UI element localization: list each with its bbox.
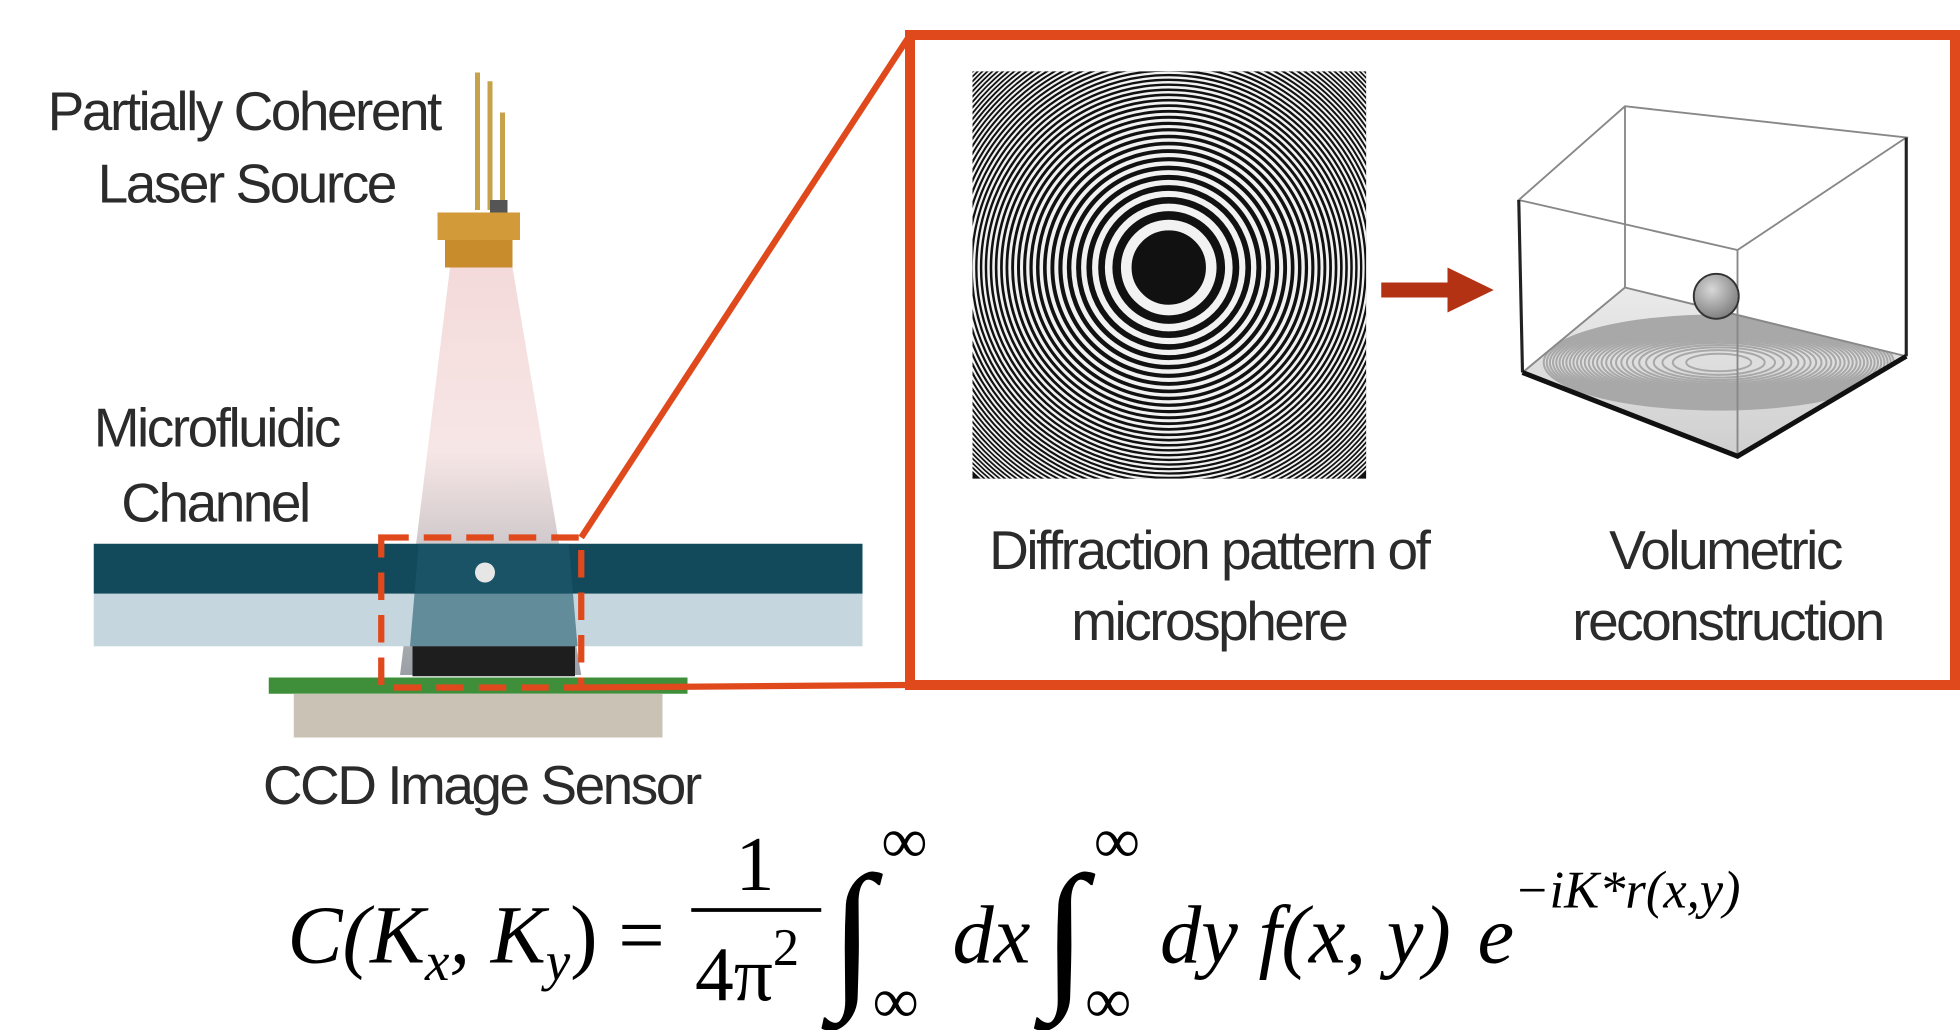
caption: Volumetric	[1609, 519, 1843, 581]
equation: C(Kx, Ky) = 1 4π2 ∫ ∞ ∞ dx ∫ ∞ ∞ dy f(x,…	[288, 806, 1741, 1030]
caption: Diffraction pattern of	[989, 519, 1431, 581]
eq-superscript: −iK*r(x,y)	[1514, 862, 1740, 920]
zoom-line	[581, 35, 910, 538]
eq-subscript: y	[541, 931, 571, 992]
exponential: e−iK*r(x,y)	[1478, 862, 1741, 981]
label: CCD Image Sensor	[263, 754, 702, 816]
denominator: 4π2	[695, 919, 799, 1017]
label: Microfluidic	[94, 396, 341, 458]
label: Channel	[121, 471, 308, 533]
eq-text: , K	[449, 889, 549, 981]
eq-text: dy f(x, y)	[1160, 889, 1451, 981]
eq-text: C(K	[288, 889, 430, 981]
eq-subscript: x	[424, 931, 450, 992]
eq-text: dx	[953, 889, 1031, 981]
label: Partially Coherent	[48, 80, 442, 142]
sensor-base	[294, 694, 663, 738]
integral-upper: ∞	[881, 806, 927, 878]
eq-text: e	[1478, 889, 1515, 981]
integral-lower: ∞	[1085, 966, 1131, 1030]
zoom-line	[581, 685, 910, 688]
diagram: Partially Coherent Laser Source Microflu…	[0, 0, 1960, 1030]
integral-lower: ∞	[873, 966, 919, 1030]
laser-source	[438, 73, 521, 268]
numerator: 1	[736, 821, 775, 907]
eq-superscript: 2	[773, 919, 799, 977]
caption: reconstruction	[1572, 590, 1882, 652]
equation-lhs: C(Kx, Ky) =	[288, 889, 665, 993]
eq-text: 4π	[695, 931, 773, 1017]
sensor-chip	[413, 646, 576, 676]
microsphere	[475, 563, 495, 583]
integral-upper: ∞	[1094, 806, 1140, 878]
beam-in-channel	[410, 544, 578, 647]
page: Partially Coherent Laser Source Microflu…	[0, 0, 1960, 1030]
caption: microsphere	[1071, 590, 1347, 652]
eq-text: ) =	[570, 889, 665, 981]
label: Laser Source	[98, 153, 396, 215]
